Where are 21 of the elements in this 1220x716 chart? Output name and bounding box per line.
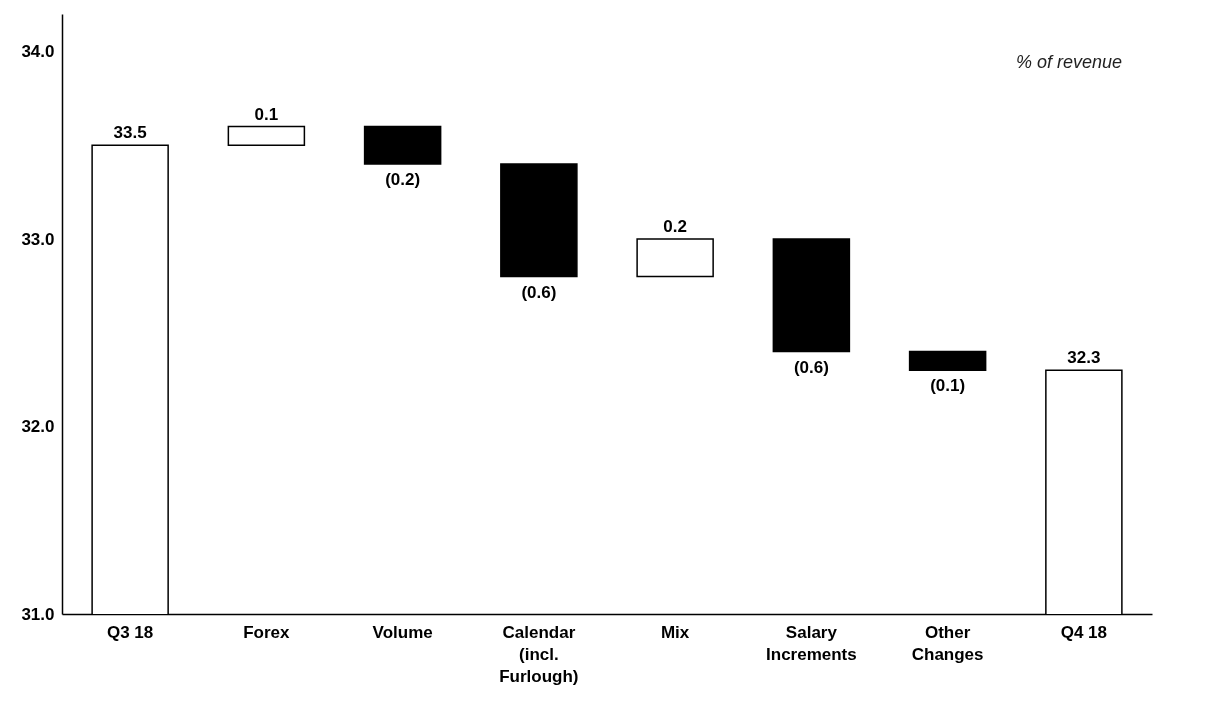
x-tick-label: Q3 18 [106, 622, 154, 642]
x-tick-label: Mix [660, 622, 690, 642]
y-tick-label: 34.0 [21, 42, 55, 61]
data-label: (0.2) [385, 170, 421, 189]
data-label: 33.5 [113, 123, 147, 143]
x-tick-label: Other Changes [911, 622, 984, 664]
data-label: (0.6) [793, 357, 829, 377]
data-label: (0.1) [930, 376, 966, 396]
x-tick-label: Volume [372, 622, 433, 642]
annotation: % of revenue [1015, 52, 1122, 72]
y-tick-label: 32.0 [21, 417, 55, 436]
data-label: 0.1 [254, 104, 279, 124]
x-tick-label: Salary Increments [766, 622, 857, 664]
x-tick-label: Calendar (incl. Furlough) [499, 622, 579, 686]
data-label: 32.3 [1067, 348, 1101, 368]
data-label: 0.2 [663, 217, 687, 236]
y-tick-label: 33.0 [21, 229, 55, 249]
x-tick-label: Forex [243, 622, 291, 642]
data-label: (0.6) [521, 282, 557, 302]
y-tick-label: 31.0 [21, 604, 55, 624]
x-tick-label: Q4 18 [1060, 622, 1108, 642]
